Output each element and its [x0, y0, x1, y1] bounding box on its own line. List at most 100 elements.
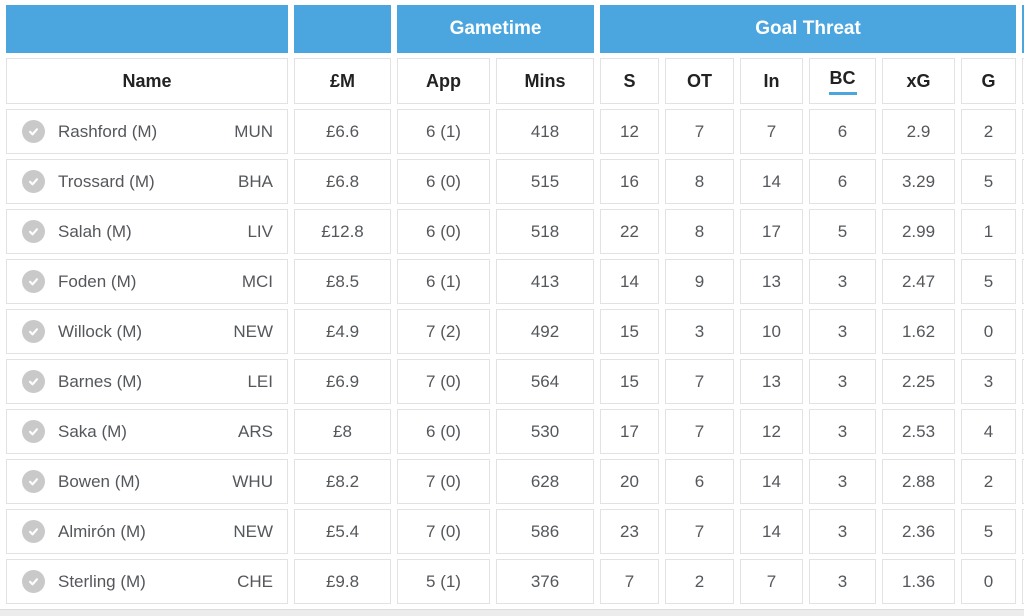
appearances-cell: 6 (0) [397, 409, 490, 454]
check-circle-icon[interactable] [22, 270, 45, 293]
minutes-cell: 515 [496, 159, 594, 204]
column-header-on-target[interactable]: OT [665, 58, 734, 104]
shots-in-box-cell: 10 [740, 309, 803, 354]
player-name: Saka (M) [58, 421, 127, 441]
column-header-app[interactable]: App [397, 58, 490, 104]
minutes-cell: 586 [496, 509, 594, 554]
shots-in-box-cell: 14 [740, 509, 803, 554]
table-row: Bowen (M) WHU £8.2 7 (0) 628 20 6 14 3 2… [6, 459, 1024, 504]
clipped-cell [1022, 509, 1024, 554]
player-name-cell[interactable]: Sterling (M) CHE [6, 559, 288, 604]
shots-in-box-cell: 12 [740, 409, 803, 454]
xg-cell: 3.29 [882, 159, 955, 204]
shots-in-box-cell: 14 [740, 459, 803, 504]
big-chances-cell: 6 [809, 159, 876, 204]
check-circle-icon[interactable] [22, 220, 45, 243]
appearances-cell: 7 (2) [397, 309, 490, 354]
player-name: Rashford (M) [58, 121, 158, 141]
appearances-cell: 6 (0) [397, 209, 490, 254]
player-team: WHU [232, 471, 273, 491]
bottom-scroll-strip[interactable] [0, 609, 1024, 616]
column-header-clipped [1022, 58, 1024, 104]
player-name: Salah (M) [58, 221, 132, 241]
shots-in-box-cell: 13 [740, 359, 803, 404]
player-name-cell[interactable]: Almirón (M) NEW [6, 509, 288, 554]
xg-cell: 1.62 [882, 309, 955, 354]
appearances-cell: 5 (1) [397, 559, 490, 604]
goals-cell: 1 [961, 209, 1017, 254]
appearances-cell: 6 (1) [397, 259, 490, 304]
player-name-cell[interactable]: Barnes (M) LEI [6, 359, 288, 404]
player-name-cell[interactable]: Trossard (M) BHA [6, 159, 288, 204]
big-chances-cell: 5 [809, 209, 876, 254]
group-header-price-blank [294, 5, 391, 53]
shots-on-target-cell: 7 [665, 359, 734, 404]
check-circle-icon[interactable] [22, 520, 45, 543]
xg-cell: 2.36 [882, 509, 955, 554]
xg-cell: 2.25 [882, 359, 955, 404]
shots-in-box-cell: 14 [740, 159, 803, 204]
shots-on-target-cell: 8 [665, 209, 734, 254]
player-name-cell[interactable]: Saka (M) ARS [6, 409, 288, 454]
group-header-name-blank [6, 5, 288, 53]
player-name-cell[interactable]: Salah (M) LIV [6, 209, 288, 254]
price-cell: £8 [294, 409, 391, 454]
sort-indicator: BC [828, 68, 857, 95]
group-header-clipped [1022, 5, 1024, 53]
column-group-header-row: Gametime Goal Threat [6, 5, 1024, 53]
goals-cell: 5 [961, 509, 1017, 554]
minutes-cell: 518 [496, 209, 594, 254]
clipped-cell [1022, 359, 1024, 404]
clipped-cell [1022, 159, 1024, 204]
price-cell: £6.6 [294, 109, 391, 154]
player-name-cell[interactable]: Foden (M) MCI [6, 259, 288, 304]
check-circle-icon[interactable] [22, 420, 45, 443]
goals-cell: 2 [961, 109, 1017, 154]
player-team: CHE [237, 571, 273, 591]
player-name: Barnes (M) [58, 371, 143, 391]
big-chances-cell: 3 [809, 559, 876, 604]
column-header-price[interactable]: £M [294, 58, 391, 104]
column-header-big-chances[interactable]: BC [809, 58, 876, 104]
check-circle-icon[interactable] [22, 370, 45, 393]
player-name: Willock (M) [58, 321, 143, 341]
check-circle-icon[interactable] [22, 470, 45, 493]
shots-on-target-cell: 7 [665, 109, 734, 154]
column-header-xg[interactable]: xG [882, 58, 955, 104]
check-circle-icon[interactable] [22, 570, 45, 593]
price-cell: £8.2 [294, 459, 391, 504]
check-circle-icon[interactable] [22, 320, 45, 343]
check-circle-icon[interactable] [22, 120, 45, 143]
player-name-cell[interactable]: Bowen (M) WHU [6, 459, 288, 504]
column-header-shots[interactable]: S [600, 58, 659, 104]
player-name-cell[interactable]: Willock (M) NEW [6, 309, 288, 354]
big-chances-cell: 3 [809, 459, 876, 504]
player-team: BHA [238, 171, 273, 191]
clipped-cell [1022, 409, 1024, 454]
goals-cell: 3 [961, 359, 1017, 404]
shots-cell: 22 [600, 209, 659, 254]
table-row: Salah (M) LIV £12.8 6 (0) 518 22 8 17 5 … [6, 209, 1024, 254]
group-header-goal-threat: Goal Threat [600, 5, 1017, 53]
table-row: Rashford (M) MUN £6.6 6 (1) 418 12 7 7 6… [6, 109, 1024, 154]
column-header-mins[interactable]: Mins [496, 58, 594, 104]
player-team: NEW [233, 521, 273, 541]
column-header-goals[interactable]: G [961, 58, 1017, 104]
table-row: Foden (M) MCI £8.5 6 (1) 413 14 9 13 3 2… [6, 259, 1024, 304]
minutes-cell: 628 [496, 459, 594, 504]
table-row: Willock (M) NEW £4.9 7 (2) 492 15 3 10 3… [6, 309, 1024, 354]
column-header-row: Name £M App Mins S OT In BC xG G [6, 58, 1024, 104]
shots-in-box-cell: 17 [740, 209, 803, 254]
appearances-cell: 6 (1) [397, 109, 490, 154]
player-name-cell[interactable]: Rashford (M) MUN [6, 109, 288, 154]
goals-cell: 5 [961, 259, 1017, 304]
column-header-in-box[interactable]: In [740, 58, 803, 104]
price-cell: £12.8 [294, 209, 391, 254]
price-cell: £6.8 [294, 159, 391, 204]
shots-cell: 15 [600, 309, 659, 354]
shots-on-target-cell: 7 [665, 409, 734, 454]
check-circle-icon[interactable] [22, 170, 45, 193]
column-header-name[interactable]: Name [6, 58, 288, 104]
shots-on-target-cell: 3 [665, 309, 734, 354]
shots-cell: 12 [600, 109, 659, 154]
